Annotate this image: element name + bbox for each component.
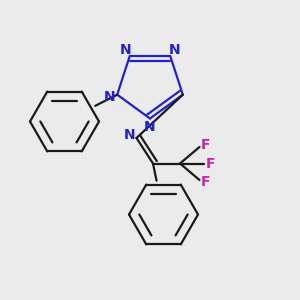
Text: N: N (124, 128, 136, 142)
Text: F: F (206, 157, 215, 170)
Text: F: F (201, 176, 210, 189)
Text: N: N (169, 43, 181, 57)
Text: N: N (104, 90, 116, 104)
Text: N: N (119, 43, 131, 57)
Text: N: N (144, 120, 156, 134)
Text: F: F (201, 138, 210, 152)
